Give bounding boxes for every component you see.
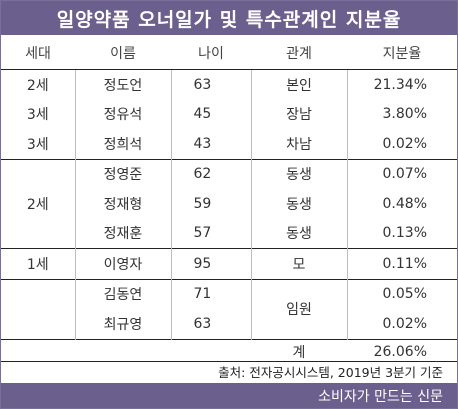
name-cell: 정재형 [75, 189, 172, 219]
share-cell: 0.11% [347, 248, 457, 279]
table-row: 정재훈 57 동생 0.13% [1, 218, 457, 249]
table-row: 정재형 59 동생 0.48% [1, 189, 457, 219]
name-cell: 정유석 [75, 99, 172, 129]
generation-cell [1, 278, 76, 339]
relation-cell: 임원 [251, 278, 348, 339]
age-cell: 63 [171, 69, 252, 100]
total-row: 계 26.06% [1, 338, 457, 364]
total-label: 계 [251, 338, 347, 364]
age-cell: 95 [171, 248, 252, 279]
table-row: 김동연 71 임원 0.05% [1, 278, 457, 339]
name-cell: 정영준 [75, 158, 172, 189]
share-cell: 0.13% [382, 225, 427, 242]
share-cell: 0.02% [382, 135, 427, 152]
table-row: 3세 정희석 43 차남 0.02% [1, 129, 457, 159]
header-name: 이름 [75, 37, 171, 70]
generation-cell: 3세 [1, 99, 76, 129]
share-cell: 0.07% [347, 158, 457, 189]
source-note: 출처: 전자공시시스템, 2019년 3분기 기준 [1, 361, 457, 381]
relation-cell: 모 [251, 248, 348, 279]
name-cell: 이영자 [75, 248, 172, 279]
name-cell: 최규영 [75, 309, 172, 339]
table-row: 2세 정도언 63 본인 21.34% [1, 69, 457, 100]
table-title: 일양약품 오너일가 및 특수관계인 지분율 [1, 1, 457, 35]
share-cell: 0.48% [382, 195, 427, 212]
age-cell: 71 [171, 278, 252, 309]
header-age: 나이 [171, 37, 251, 70]
table-row: 최규영 63 0.02% [1, 309, 457, 339]
name-cell: 정도언 [75, 69, 172, 100]
relation-cell: 차남 [251, 129, 348, 159]
age-cell: 43 [171, 129, 252, 159]
age-cell: 59 [171, 189, 252, 219]
relation-cell: 동생 [251, 218, 348, 249]
age-cell: 45 [171, 99, 252, 129]
header-share: 지분율 [347, 37, 457, 70]
shareholding-table: 세대 이름 나이 관계 지분율 2세 정도언 63 본인 21.34% 3세 정… [1, 37, 457, 364]
footer-tagline: 소비자가 만드는 신문 [1, 383, 457, 408]
table-row: 3세 정유석 45 장남 3.80% [1, 99, 457, 129]
generation-cell: 2세 [1, 158, 76, 249]
relation-cell: 본인 [251, 69, 348, 100]
total-spacer [1, 338, 251, 364]
header-relation: 관계 [251, 37, 347, 70]
age-cell: 63 [171, 309, 252, 339]
age-cell: 57 [171, 218, 252, 249]
relation-cell: 장남 [251, 99, 348, 129]
table-row: 2세 정영준 62 동생 0.07% [1, 158, 457, 249]
share-cell: 0.05% [347, 278, 457, 309]
relation-cell: 동생 [251, 158, 348, 189]
share-cell: 0.02% [382, 315, 427, 332]
name-cell: 김동연 [75, 278, 172, 309]
age-cell: 62 [171, 158, 252, 189]
relation-cell: 동생 [251, 189, 348, 219]
share-cell: 21.34% [373, 76, 427, 93]
generation-cell: 1세 [1, 248, 76, 279]
share-cell: 3.80% [382, 106, 427, 123]
name-cell: 정희석 [75, 129, 172, 159]
generation-cell: 2세 [1, 69, 76, 100]
total-share: 26.06% [347, 338, 457, 364]
table-row: 1세 이영자 95 모 0.11% [1, 248, 457, 279]
header-generation: 세대 [1, 37, 75, 70]
header-row: 세대 이름 나이 관계 지분율 [1, 37, 457, 70]
name-cell: 정재훈 [75, 218, 172, 249]
generation-cell: 3세 [1, 129, 76, 159]
